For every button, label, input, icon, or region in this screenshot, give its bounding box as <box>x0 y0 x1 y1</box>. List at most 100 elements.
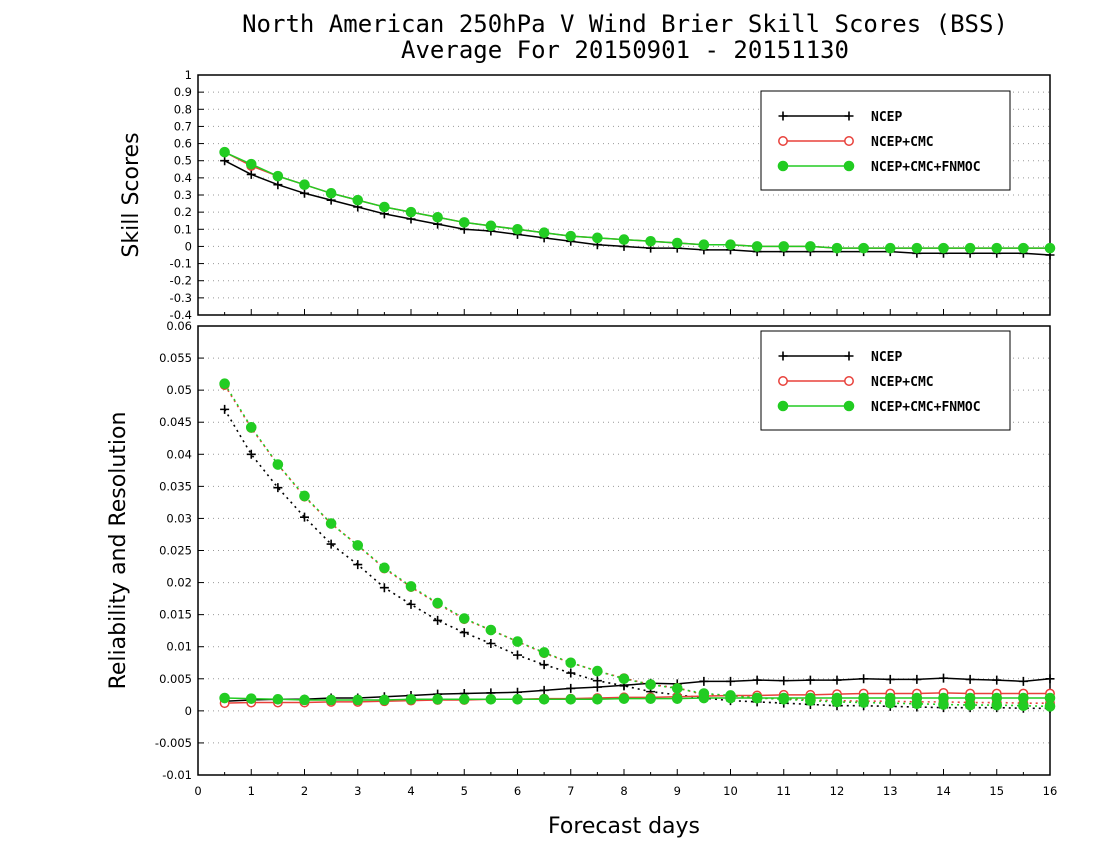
data-point <box>671 693 683 704</box>
x-tick-label: 16 <box>1043 784 1058 798</box>
series-line <box>223 384 1050 704</box>
legend-item: NCEP <box>778 110 902 125</box>
data-point <box>912 674 922 684</box>
x-tick-label: 11 <box>776 784 791 798</box>
data-point <box>379 694 390 706</box>
data-point <box>939 673 948 683</box>
data-point <box>992 675 1002 685</box>
plot-panels: -0.4 -0.3 -0.2 -0.1 0 0.1 0.2 0.3 0.4 0.5 0.6 0.7 0.… <box>106 68 1057 798</box>
data-point <box>779 676 789 686</box>
data-point <box>219 692 230 704</box>
data-point <box>1044 701 1056 712</box>
data-point <box>991 242 1003 254</box>
data-point <box>458 694 470 705</box>
data-point <box>433 615 443 625</box>
series-ncep-cmc-fnmoc <box>219 146 1056 254</box>
data-point <box>538 227 550 239</box>
data-point <box>885 674 895 684</box>
data-point <box>512 223 523 235</box>
data-point <box>485 220 497 232</box>
data-point <box>512 636 523 647</box>
data-point <box>565 694 577 705</box>
x-tick-label: 7 <box>567 784 574 798</box>
legend-label: NCEP <box>871 350 902 365</box>
data-point <box>379 201 390 213</box>
chart-title-line2: Average For 20150901 - 20151130 <box>401 36 849 64</box>
data-point <box>592 232 603 244</box>
legend-item: NCEP <box>778 350 902 365</box>
x-tick-label: 0 <box>194 784 201 798</box>
data-point <box>566 668 576 678</box>
legend: NCEP NCEP+CMC NCEP+CMC+FNMOC <box>760 330 1011 431</box>
legend-label: NCEP+CMC <box>871 135 934 150</box>
y-tick-label: 0.025 <box>159 544 192 558</box>
data-point <box>911 698 923 710</box>
y-tick-label: 0.2 <box>174 205 192 219</box>
y-tick-label: 0.6 <box>174 137 192 151</box>
data-point <box>965 674 975 684</box>
series-ncep-cmc-fnmoc-solid <box>219 692 1056 706</box>
data-point <box>300 512 309 522</box>
y-tick-label: 0.02 <box>166 576 192 590</box>
series-ncep-dotted <box>220 404 1055 713</box>
data-point <box>805 675 815 685</box>
data-point <box>592 665 603 677</box>
y-tick-label: 0.4 <box>174 171 192 185</box>
data-point <box>938 699 949 710</box>
data-point <box>352 194 364 206</box>
data-point <box>246 449 256 459</box>
data-point <box>539 660 549 670</box>
data-point <box>432 211 443 223</box>
legend-marker <box>844 351 854 361</box>
data-point <box>299 490 310 502</box>
data-point <box>618 693 630 704</box>
data-point <box>911 242 923 254</box>
data-point <box>219 146 230 158</box>
data-point <box>458 613 470 624</box>
data-point <box>699 676 709 686</box>
y-tick-label: 0 <box>185 239 192 253</box>
data-point <box>592 676 602 686</box>
y-tick-label: 0.03 <box>166 511 192 525</box>
y-tick-label: 0.9 <box>174 85 192 99</box>
series-line <box>223 408 1050 710</box>
y-tick-label: 0.045 <box>159 415 192 429</box>
y-tick-label: 0.01 <box>166 640 192 654</box>
y-tick-label: 0.035 <box>159 479 192 493</box>
x-tick-label: 8 <box>620 784 627 798</box>
data-point <box>805 241 816 252</box>
y-tick-label: 0.7 <box>174 119 192 133</box>
data-point <box>698 688 710 699</box>
data-point <box>964 242 976 254</box>
data-point <box>246 169 256 179</box>
data-point <box>726 676 735 686</box>
data-point <box>964 699 976 711</box>
data-point <box>884 242 896 254</box>
legend-marker <box>844 136 854 146</box>
chart-title-line1: North American 250hPa V Wind Brier Skill… <box>242 10 1008 38</box>
legend-marker <box>778 351 788 361</box>
x-tick-label: 2 <box>301 784 308 798</box>
y-tick-label: 0.04 <box>166 447 192 461</box>
data-point <box>1018 242 1029 254</box>
data-point <box>325 518 337 529</box>
data-point <box>245 693 257 704</box>
data-point <box>645 693 656 704</box>
y-tick-label: -0.4 <box>170 308 192 322</box>
data-point <box>858 242 869 254</box>
legend-marker <box>778 111 788 121</box>
data-point <box>1044 242 1056 254</box>
data-point <box>725 239 736 251</box>
y-tick-label: -0.005 <box>155 736 192 750</box>
data-point <box>273 180 283 190</box>
data-point <box>486 639 496 649</box>
data-point <box>645 235 656 247</box>
legend-label: NCEP+CMC <box>871 375 934 390</box>
y-tick-label: -0.2 <box>170 274 192 288</box>
y-tick-label: 0.5 <box>174 154 192 168</box>
legend-item: NCEP+CMC+FNMOC <box>777 160 981 175</box>
data-point <box>1018 700 1029 712</box>
data-point <box>645 679 656 690</box>
data-point <box>778 694 790 705</box>
